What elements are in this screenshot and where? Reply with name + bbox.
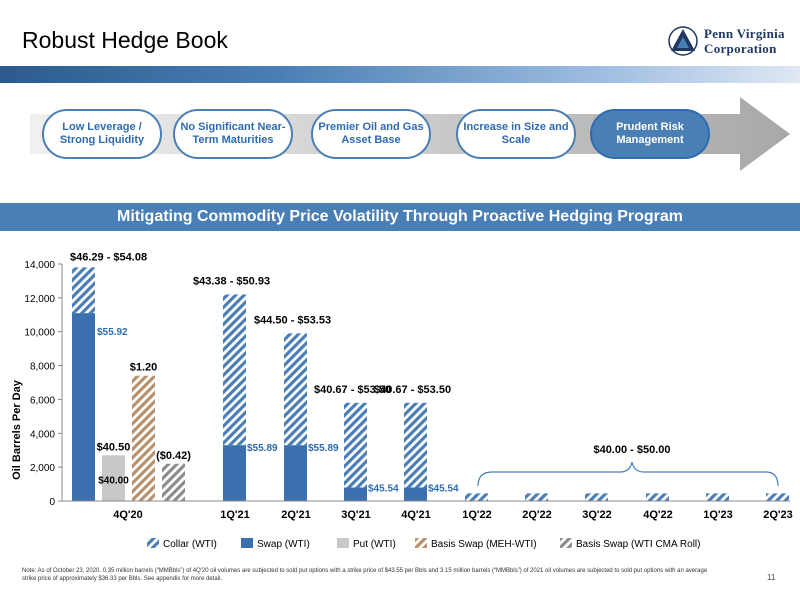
data-labels-group: $55.92 $46.29 - $54.08 $40.50 $40.00 $1.20 ($… [70, 251, 459, 494]
bar-inside-label: $55.92 [97, 327, 128, 338]
y-tick-label: 12,000 [24, 294, 55, 305]
x-tick-label: 2Q'23 [763, 509, 793, 521]
bar-inside-label: $40.00 [98, 475, 129, 486]
y-axis-label: Oil Barrels Per Day [11, 379, 23, 480]
bar-swap-wti [223, 445, 246, 501]
x-axis: 4Q'20 1Q'21 2Q'21 3Q'21 4Q'21 1Q'22 2Q'22 3Q'22… [62, 500, 793, 521]
bar-collar-wti [223, 294, 246, 446]
bar-top-label: $44.50 - $53.53 [254, 314, 331, 326]
bar-collar-wti [585, 493, 608, 501]
legend-swatch [560, 538, 572, 548]
hedge-chart: 0 2,000 4,000 6,000 8,000 10,000 12,000 14,000 … [0, 240, 800, 560]
process-step-asset-base: Premier Oil and Gas Asset Base [311, 109, 431, 159]
x-tick-label: 1Q'22 [462, 509, 492, 521]
legend: Collar (WTI) Swap (WTI) Put (WTI) Basis Swa… [147, 538, 700, 550]
x-tick-label: 3Q'22 [582, 509, 612, 521]
header-band [0, 66, 800, 83]
x-tick-label: 4Q'22 [643, 509, 673, 521]
bar-swap-wti [404, 487, 427, 501]
y-tick-label: 8,000 [30, 362, 55, 373]
y-axis: 0 2,000 4,000 6,000 8,000 10,000 12,000 14,000 [24, 260, 63, 508]
bar-top-label: $40.50 [97, 441, 131, 453]
legend-label: Put (WTI) [353, 539, 396, 550]
x-tick-label: 4Q'21 [401, 509, 431, 521]
legend-swatch [337, 538, 349, 548]
process-step-maturities: No Significant Near-Term Maturities [173, 109, 293, 159]
bar-collar-wti [766, 493, 789, 501]
logo-line-2: Corporation [704, 41, 777, 56]
x-tick-label: 1Q'23 [703, 509, 733, 521]
legend-label: Collar (WTI) [163, 539, 217, 550]
process-step-risk-management: Prudent Risk Management [590, 109, 710, 159]
legend-swatch [415, 538, 427, 548]
bar-collar-wti [344, 402, 367, 488]
y-tick-label: 0 [49, 497, 55, 508]
bar-basis-swap-meh-wti [132, 375, 155, 501]
bracket-line [477, 461, 779, 487]
process-step-size-scale: Increase in Size and Scale [456, 109, 576, 159]
legend-label: Basis Swap (WTI CMA Roll) [576, 539, 700, 550]
x-tick-label: 2Q'22 [522, 509, 552, 521]
company-logo: Penn Virginia Corporation [668, 24, 793, 58]
process-flow: Low Leverage / Strong Liquidity No Signi… [0, 92, 800, 182]
bar-inside-label: $55.89 [247, 443, 278, 454]
section-title: Mitigating Commodity Price Volatility Th… [0, 203, 800, 231]
bars-group [72, 267, 789, 501]
y-tick-label: 2,000 [30, 463, 55, 474]
logo-triangle-icon [668, 26, 698, 56]
bar-basis-swap-wti-cma-roll [162, 463, 185, 501]
bar-collar-wti [284, 333, 307, 446]
page-number: 11 [767, 573, 776, 582]
bar-top-label: $40.67 - $53.50 [314, 384, 391, 396]
legend-swatch [147, 538, 159, 548]
bar-top-label: $40.67 - $53.50 [374, 384, 451, 396]
bar-collar-wti [72, 267, 95, 314]
bar-collar-wti [706, 493, 729, 501]
bar-swap-wti [344, 487, 367, 501]
brace-group: $40.00 - $50.00 [477, 444, 779, 487]
brace-label: $40.00 - $50.00 [593, 444, 670, 456]
bar-collar-wti [404, 402, 427, 488]
bar-top-label: $43.38 - $50.93 [193, 275, 270, 287]
bar-inside-label: $45.54 [428, 483, 459, 494]
legend-label: Basis Swap (MEH-WTI) [431, 539, 537, 550]
legend-label: Swap (WTI) [257, 539, 310, 550]
bar-inside-label: $55.89 [308, 443, 339, 454]
bar-top-label: $1.20 [130, 362, 158, 374]
y-tick-label: 6,000 [30, 395, 55, 406]
bar-collar-wti [646, 493, 669, 501]
bar-collar-wti [525, 493, 548, 501]
bar-put-wti [102, 455, 125, 501]
y-tick-label: 10,000 [24, 328, 55, 339]
y-tick-label: 4,000 [30, 429, 55, 440]
page-title: Robust Hedge Book [22, 27, 228, 53]
y-tick-label: 14,000 [24, 260, 55, 271]
process-step-leverage: Low Leverage / Strong Liquidity [42, 109, 162, 159]
bar-swap-wti [72, 313, 95, 501]
bar-inside-label: $45.54 [368, 483, 399, 494]
x-tick-label: 4Q'20 [113, 509, 143, 521]
logo-line-1: Penn Virginia [704, 26, 785, 41]
footnote: Note: As of October 23, 2020. 0.35 milli… [22, 568, 708, 582]
x-tick-label: 2Q'21 [281, 509, 311, 521]
bar-swap-wti [284, 445, 307, 501]
x-tick-label: 1Q'21 [220, 509, 250, 521]
bar-top-label: $46.29 - $54.08 [70, 251, 147, 263]
legend-swatch [241, 538, 253, 548]
bar-collar-wti [465, 493, 488, 501]
hedge-chart-svg: 02,0004,0006,0008,00010,00012,00014,000 … [11, 251, 793, 550]
bar-top-label: ($0.42) [156, 450, 191, 462]
x-tick-label: 3Q'21 [341, 509, 371, 521]
